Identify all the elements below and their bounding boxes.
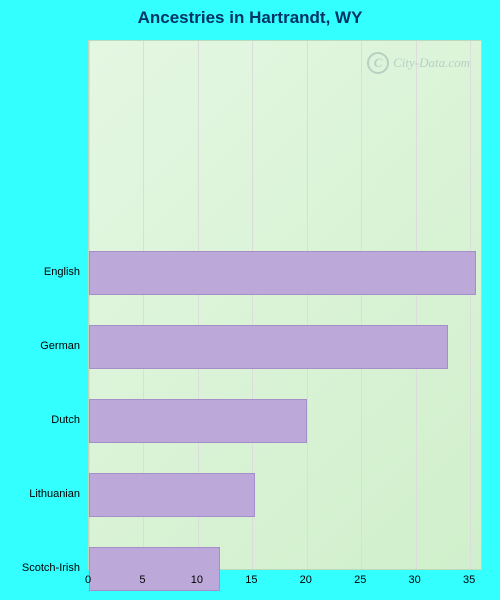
bar bbox=[89, 399, 307, 443]
x-tick-label: 20 bbox=[291, 574, 321, 586]
x-tick-label: 0 bbox=[73, 574, 103, 586]
x-tick-label: 15 bbox=[236, 574, 266, 586]
page-root: Ancestries in Hartrandt, WY C City-Data.… bbox=[0, 0, 500, 600]
x-tick-label: 25 bbox=[345, 574, 375, 586]
chart-title: Ancestries in Hartrandt, WY bbox=[0, 8, 500, 28]
y-tick-label: Scotch-Irish bbox=[0, 562, 80, 574]
bar bbox=[89, 473, 255, 517]
y-tick-label: Dutch bbox=[0, 414, 80, 426]
y-tick-label: Lithuanian bbox=[0, 488, 80, 500]
grid-line bbox=[307, 41, 308, 569]
plot-area bbox=[88, 40, 482, 570]
x-tick-label: 30 bbox=[400, 574, 430, 586]
grid-line bbox=[361, 41, 362, 569]
watermark-icon: C bbox=[367, 52, 389, 74]
y-tick-label: English bbox=[0, 266, 80, 278]
grid-line bbox=[470, 41, 471, 569]
y-tick-label: German bbox=[0, 340, 80, 352]
bar bbox=[89, 251, 476, 295]
bar bbox=[89, 325, 448, 369]
x-tick-label: 10 bbox=[182, 574, 212, 586]
x-tick-label: 5 bbox=[127, 574, 157, 586]
x-tick-label: 35 bbox=[454, 574, 484, 586]
watermark: C City-Data.com bbox=[367, 52, 470, 74]
grid-line bbox=[416, 41, 417, 569]
watermark-text: City-Data.com bbox=[393, 55, 470, 71]
